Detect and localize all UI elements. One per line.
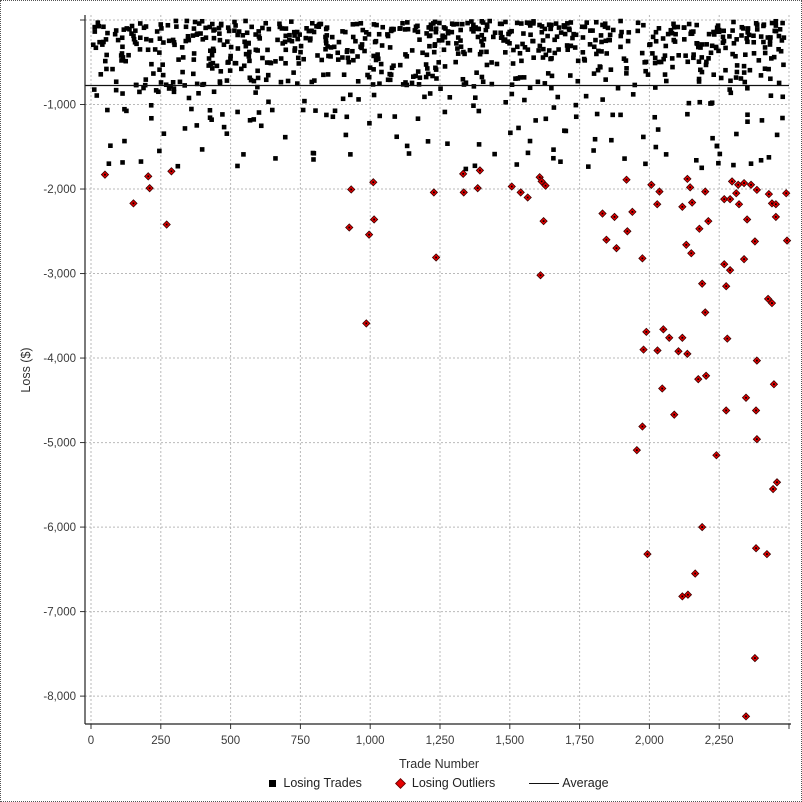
svg-text:250: 250 [151, 735, 170, 747]
svg-text:-2,000: -2,000 [43, 184, 76, 196]
svg-text:1,500: 1,500 [495, 735, 524, 747]
svg-text:1,000: 1,000 [356, 735, 385, 747]
svg-text:750: 750 [291, 735, 310, 747]
svg-text:-8,000: -8,000 [43, 691, 76, 703]
svg-text:-4,000: -4,000 [43, 353, 76, 365]
legend-item-losing-outliers: Losing Outliers [394, 776, 496, 790]
svg-text:-3,000: -3,000 [43, 269, 76, 281]
svg-text:-6,000: -6,000 [43, 522, 76, 534]
red-diamond-marker-icon [394, 777, 406, 789]
x-axis-title: Trade Number [398, 757, 480, 771]
svg-text:-7,000: -7,000 [43, 607, 76, 619]
svg-text:500: 500 [221, 735, 240, 747]
svg-text:-5,000: -5,000 [43, 438, 76, 450]
legend: Losing Trades Losing Outliers Average [89, 776, 789, 790]
svg-text:-1,000: -1,000 [43, 100, 76, 112]
legend-item-losing-trades: Losing Trades [269, 776, 362, 790]
svg-text:2,250: 2,250 [705, 735, 734, 747]
svg-text:2,000: 2,000 [635, 735, 664, 747]
average-line-icon [529, 782, 560, 784]
legend-item-average: Average [529, 776, 609, 790]
legend-label-average: Average [562, 776, 609, 790]
svg-text:0: 0 [88, 735, 94, 747]
y-axis-title: Loss ($) [19, 347, 33, 393]
legend-label-losing-outliers: Losing Outliers [411, 776, 496, 790]
svg-text:1,750: 1,750 [565, 735, 594, 747]
svg-text:1,250: 1,250 [426, 735, 455, 747]
black-square-marker-icon [269, 779, 277, 787]
legend-label-losing-trades: Losing Trades [283, 776, 362, 790]
